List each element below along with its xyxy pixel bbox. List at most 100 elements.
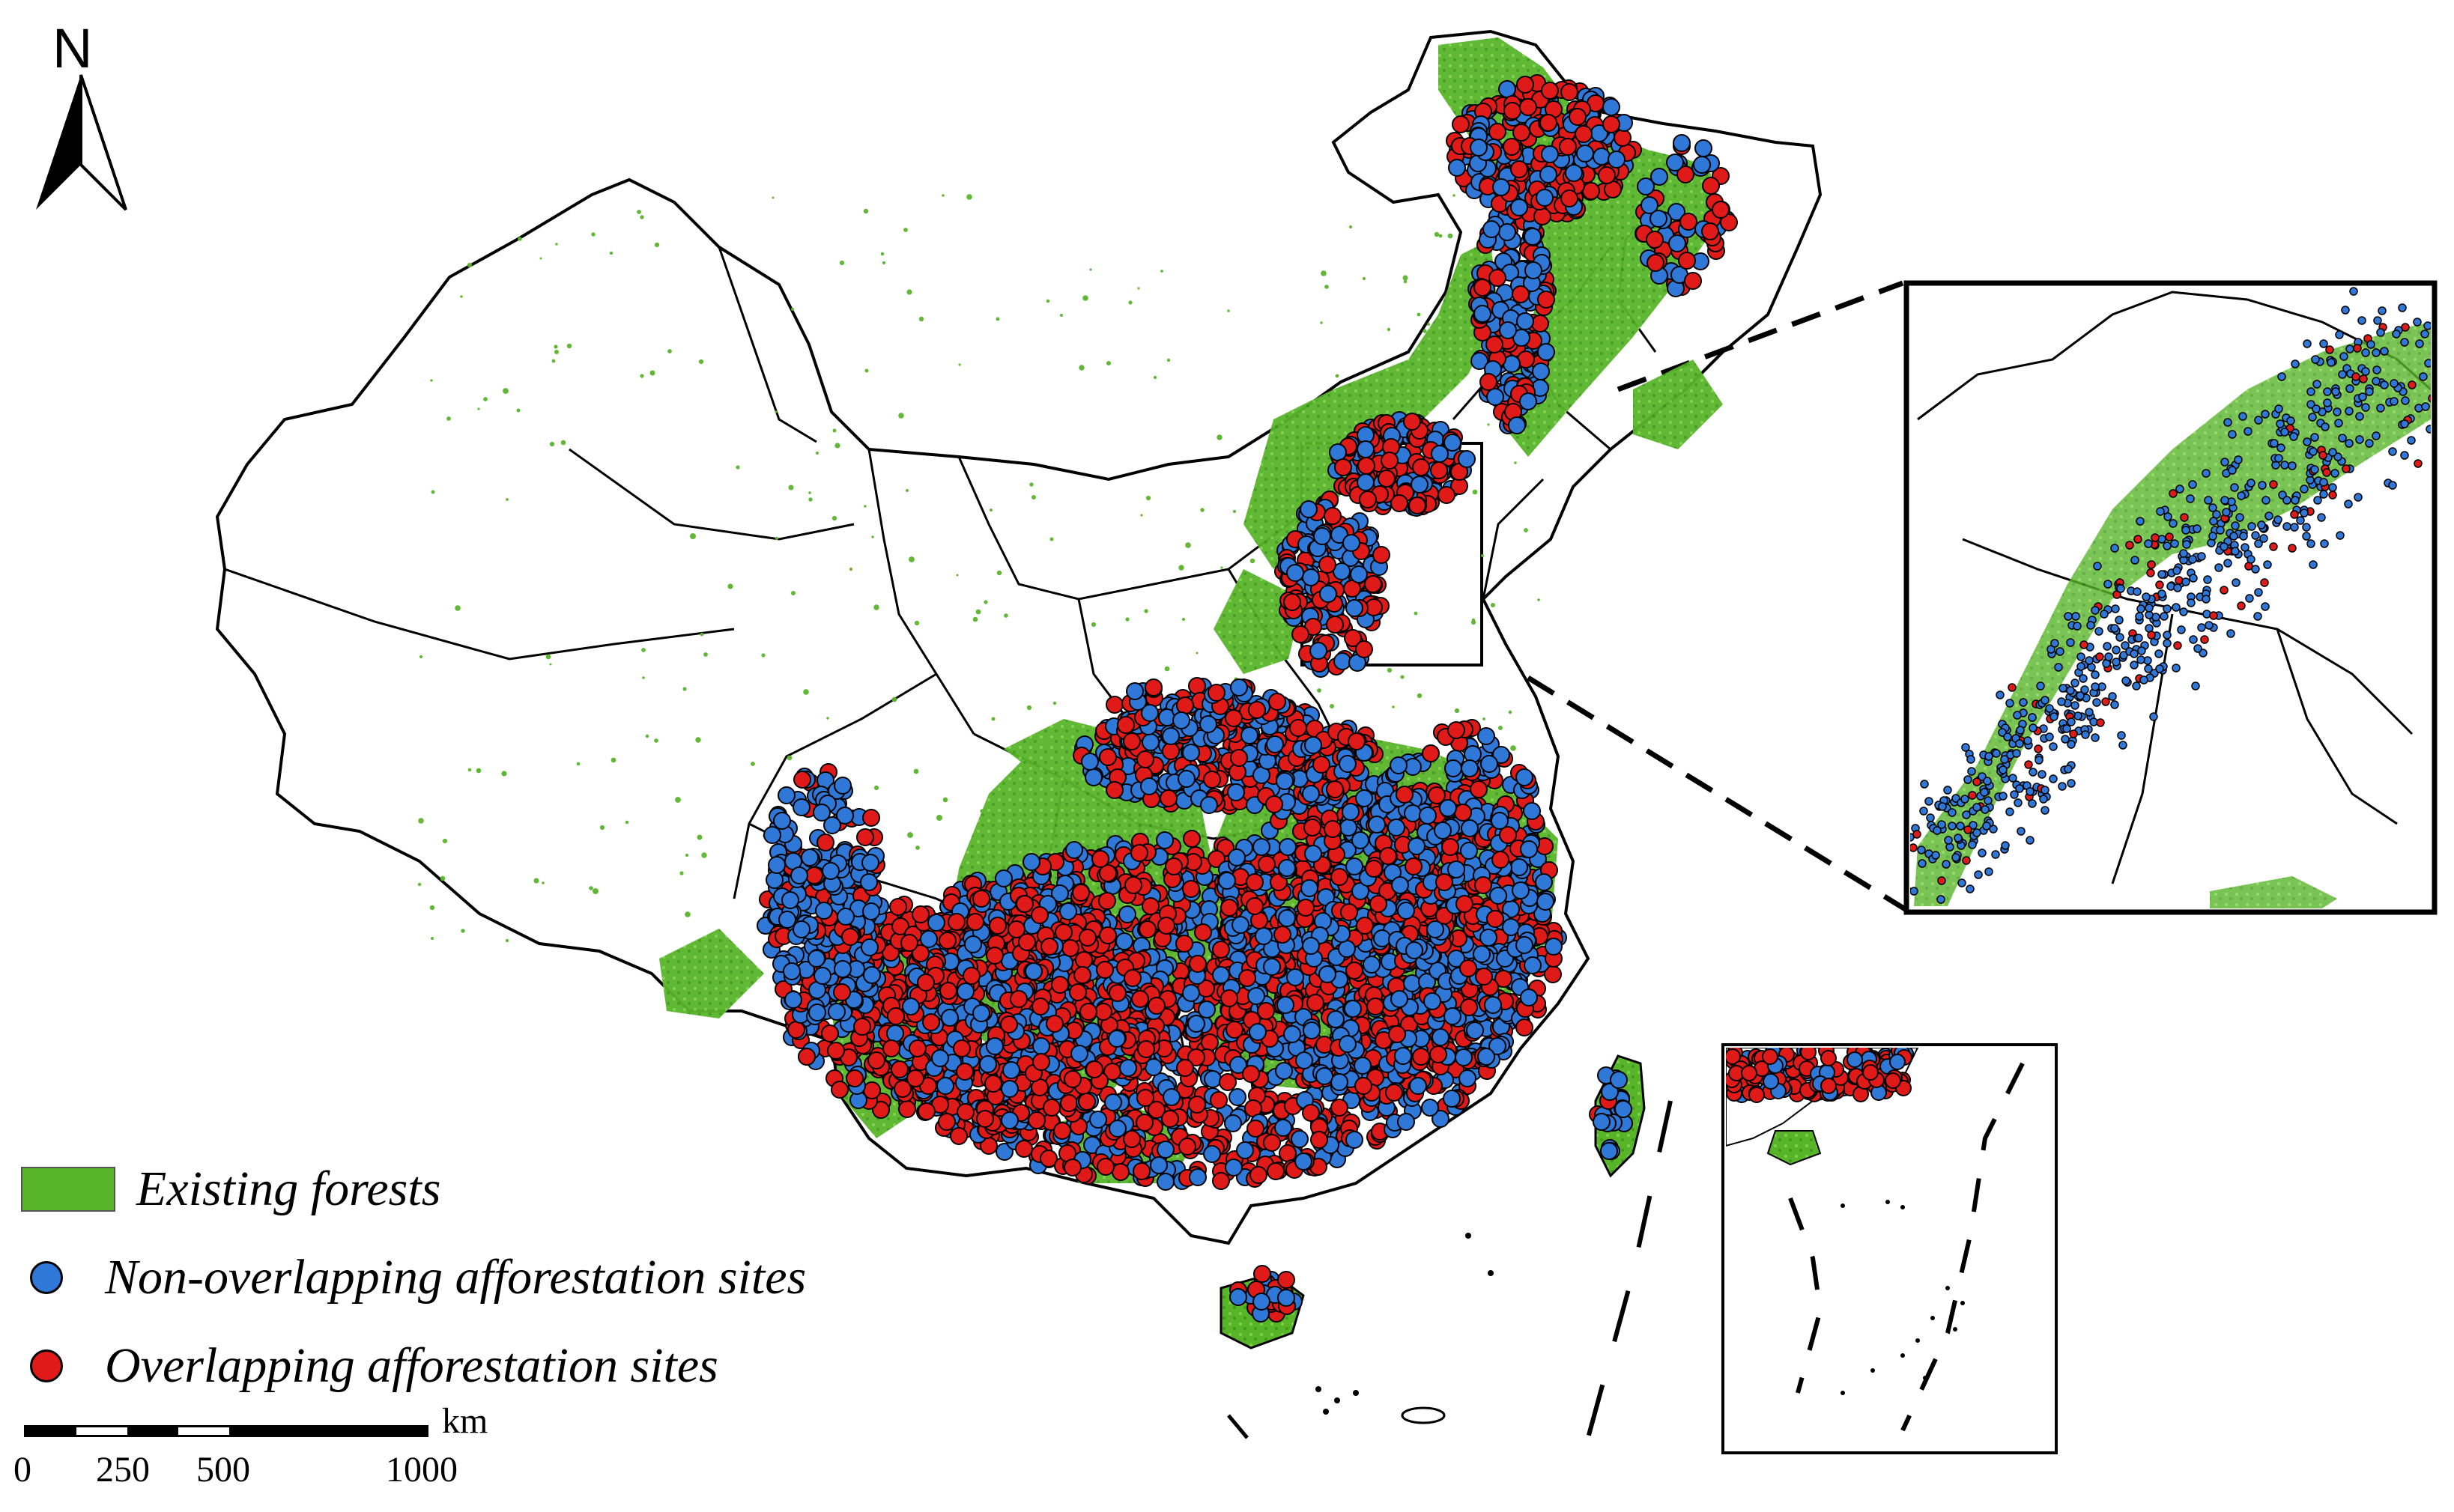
afforestation-site-marker bbox=[1702, 177, 1720, 195]
forest-speck bbox=[863, 208, 869, 214]
forest-speck bbox=[429, 905, 435, 911]
afforestation-site-marker bbox=[1263, 958, 1281, 976]
forest-speck bbox=[991, 717, 996, 721]
forest-speck bbox=[1196, 652, 1199, 655]
afforestation-site-marker bbox=[1460, 842, 1478, 860]
afforestation-site-marker bbox=[1541, 82, 1559, 100]
afforestation-site-marker bbox=[1091, 850, 1109, 868]
afforestation-site-marker bbox=[1157, 1141, 1175, 1159]
forest-speck bbox=[516, 408, 521, 413]
afforestation-site-marker bbox=[1330, 1099, 1348, 1117]
afforestation-site-marker bbox=[1085, 768, 1103, 786]
afforestation-site-marker bbox=[1276, 772, 1294, 790]
forest-speck bbox=[591, 232, 596, 237]
forest-speck bbox=[611, 757, 616, 763]
afforestation-site-marker bbox=[1249, 1166, 1267, 1184]
afforestation-site-marker bbox=[1015, 1140, 1033, 1158]
afforestation-site-marker bbox=[1094, 1003, 1112, 1021]
afforestation-site-marker bbox=[860, 873, 878, 891]
afforestation-site-marker bbox=[1498, 223, 1516, 241]
afforestation-site-marker bbox=[798, 1048, 816, 1066]
afforestation-site-marker bbox=[891, 917, 909, 935]
forest-speck bbox=[625, 820, 629, 825]
afforestation-site-marker bbox=[853, 1018, 871, 1036]
forest-patch bbox=[1633, 359, 1723, 449]
afforestation-site-marker bbox=[763, 826, 781, 844]
afforestation-site-marker bbox=[787, 1021, 805, 1039]
forest-speck bbox=[864, 368, 869, 373]
afforestation-site-marker bbox=[972, 890, 990, 908]
afforestation-site-marker bbox=[1458, 450, 1476, 468]
forest-speck bbox=[476, 768, 482, 774]
afforestation-site-marker bbox=[1302, 785, 1320, 803]
afforestation-site-marker bbox=[1458, 1069, 1476, 1087]
afforestation-site-marker bbox=[1117, 716, 1135, 734]
afforestation-site-marker bbox=[1175, 935, 1193, 953]
forest-speck bbox=[685, 911, 691, 917]
afforestation-site-marker bbox=[917, 974, 935, 992]
afforestation-site-marker bbox=[1279, 838, 1297, 856]
forest-speck bbox=[980, 809, 984, 813]
afforestation-site-marker bbox=[986, 1037, 1004, 1055]
afforestation-site-marker bbox=[1510, 198, 1528, 216]
forest-speck bbox=[460, 295, 463, 298]
forest-speck bbox=[1125, 617, 1130, 622]
forest-speck bbox=[505, 938, 509, 943]
afforestation-site-marker bbox=[979, 1055, 997, 1073]
afforestation-site-marker bbox=[1061, 939, 1079, 957]
afforestation-site-marker bbox=[1022, 853, 1040, 871]
forest-speck bbox=[1330, 704, 1334, 708]
forest-speck bbox=[751, 762, 755, 766]
afforestation-site-marker bbox=[1646, 254, 1664, 272]
afforestation-site-marker bbox=[1474, 876, 1492, 894]
forest-speck bbox=[1437, 762, 1442, 767]
forest-speck bbox=[576, 762, 581, 766]
forest-speck bbox=[975, 609, 981, 615]
afforestation-site-marker bbox=[1002, 1061, 1020, 1079]
afforestation-site-marker bbox=[1508, 416, 1526, 434]
afforestation-site-marker bbox=[817, 834, 834, 851]
forest-speck bbox=[695, 737, 701, 743]
forest-speck bbox=[1452, 194, 1455, 197]
afforestation-site-marker bbox=[1098, 892, 1116, 910]
forest-speck bbox=[1481, 554, 1484, 557]
forest-speck bbox=[913, 768, 919, 774]
afforestation-site-marker bbox=[1097, 1158, 1115, 1176]
forest-speck bbox=[1320, 321, 1323, 324]
afforestation-site-marker bbox=[1403, 974, 1421, 992]
afforestation-site-marker bbox=[773, 812, 791, 830]
afforestation-site-marker bbox=[1031, 998, 1049, 1015]
afforestation-site-marker bbox=[1318, 556, 1336, 574]
forest-speck bbox=[675, 797, 681, 803]
afforestation-site-marker bbox=[814, 967, 831, 985]
afforestation-site-marker bbox=[1355, 789, 1373, 807]
small-islands bbox=[1315, 1233, 1494, 1424]
afforestation-site-marker bbox=[1131, 990, 1149, 1008]
forest-speck bbox=[560, 440, 566, 446]
afforestation-site-marker bbox=[1148, 1101, 1166, 1119]
afforestation-site-marker bbox=[1498, 80, 1516, 98]
afforestation-site-marker bbox=[1512, 881, 1530, 899]
afforestation-site-marker bbox=[1520, 989, 1538, 1007]
afforestation-site-marker bbox=[1334, 458, 1352, 476]
forest-speck bbox=[907, 832, 913, 838]
forest-speck bbox=[1106, 361, 1111, 365]
forest-speck bbox=[703, 652, 708, 657]
afforestation-site-marker bbox=[827, 1042, 845, 1060]
afforestation-site-marker bbox=[938, 1113, 956, 1131]
afforestation-site-marker bbox=[863, 1081, 881, 1099]
afforestation-site-marker bbox=[778, 911, 796, 929]
afforestation-site-marker bbox=[1031, 906, 1049, 924]
afforestation-site-marker bbox=[1409, 1077, 1427, 1095]
afforestation-site-marker bbox=[1524, 956, 1542, 974]
afforestation-site-marker bbox=[1212, 966, 1230, 984]
afforestation-site-marker bbox=[1187, 1048, 1205, 1066]
afforestation-site-marker bbox=[1486, 388, 1504, 406]
afforestation-site-marker bbox=[1492, 178, 1510, 196]
afforestation-site-marker bbox=[1351, 831, 1369, 849]
afforestation-site-marker bbox=[861, 854, 879, 872]
forest-speck bbox=[501, 771, 507, 777]
forest-speck bbox=[1145, 495, 1151, 501]
forest-speck bbox=[1428, 333, 1434, 338]
afforestation-site-marker bbox=[1106, 781, 1124, 799]
